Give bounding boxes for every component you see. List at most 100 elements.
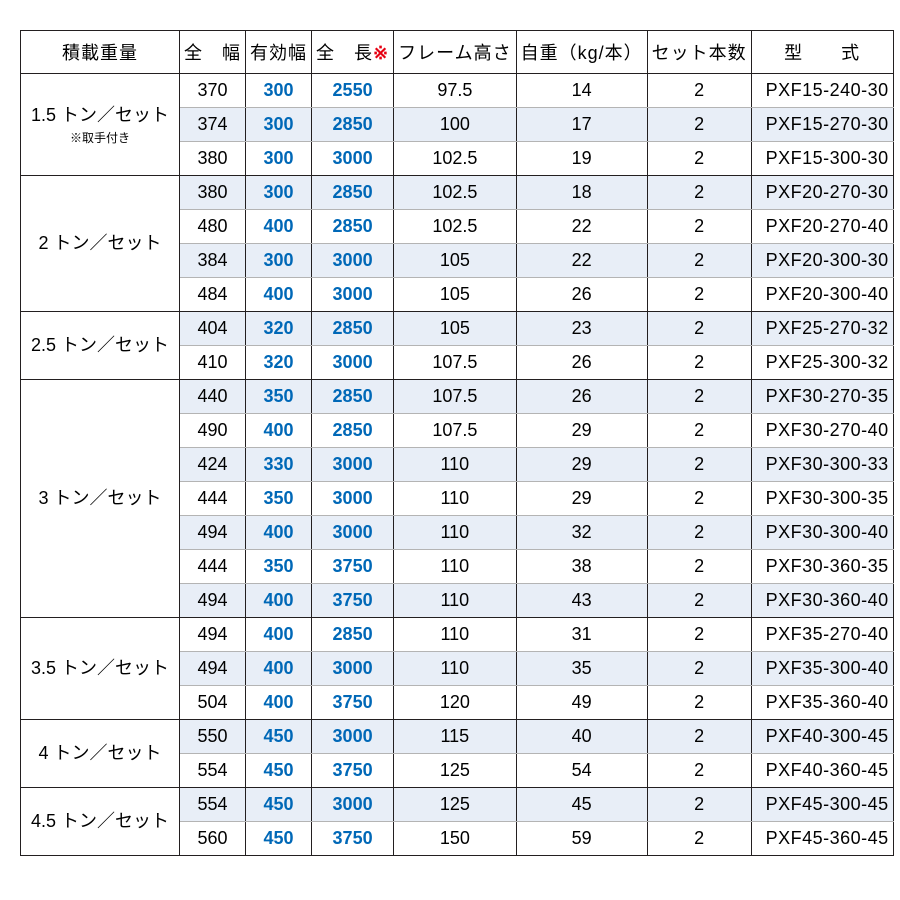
load-capacity-cell: 2 トン／セット xyxy=(21,176,180,312)
cell-full_w: 374 xyxy=(180,108,246,142)
cell-count: 2 xyxy=(647,414,751,448)
cell-eff_w: 320 xyxy=(246,312,312,346)
cell-full_w: 494 xyxy=(180,618,246,652)
cell-model: PXF15-270-30 xyxy=(751,108,893,142)
cell-weight: 35 xyxy=(516,652,647,686)
load-capacity-cell: 3 トン／セット xyxy=(21,380,180,618)
table-row: 3.5 トン／セット4944002850110312PXF35-270-40 xyxy=(21,618,894,652)
cell-full_w: 384 xyxy=(180,244,246,278)
cell-model: PXF25-270-32 xyxy=(751,312,893,346)
cell-eff_w: 400 xyxy=(246,618,312,652)
load-capacity-label: 4 トン／セット xyxy=(39,743,162,763)
cell-frame_h: 125 xyxy=(394,754,516,788)
cell-full_l: 3000 xyxy=(312,652,394,686)
cell-frame_h: 102.5 xyxy=(394,176,516,210)
cell-model: PXF30-360-35 xyxy=(751,550,893,584)
table-row: 2.5 トン／セット4043202850105232PXF25-270-32 xyxy=(21,312,894,346)
cell-count: 2 xyxy=(647,584,751,618)
cell-model: PXF20-300-40 xyxy=(751,278,893,312)
table-row: 4.5 トン／セット5544503000125452PXF45-300-45 xyxy=(21,788,894,822)
cell-frame_h: 105 xyxy=(394,278,516,312)
cell-model: PXF20-300-30 xyxy=(751,244,893,278)
cell-full_l: 2850 xyxy=(312,312,394,346)
cell-model: PXF30-300-35 xyxy=(751,482,893,516)
cell-weight: 29 xyxy=(516,482,647,516)
cell-weight: 17 xyxy=(516,108,647,142)
cell-eff_w: 400 xyxy=(246,584,312,618)
cell-full_l: 3000 xyxy=(312,516,394,550)
col-count: セット本数 xyxy=(647,31,751,74)
cell-count: 2 xyxy=(647,516,751,550)
load-capacity-cell: 1.5 トン／セット※取手付き xyxy=(21,74,180,176)
cell-full_w: 440 xyxy=(180,380,246,414)
cell-weight: 19 xyxy=(516,142,647,176)
cell-full_w: 494 xyxy=(180,516,246,550)
cell-model: PXF35-270-40 xyxy=(751,618,893,652)
cell-eff_w: 450 xyxy=(246,754,312,788)
cell-model: PXF20-270-40 xyxy=(751,210,893,244)
cell-full_w: 424 xyxy=(180,448,246,482)
cell-full_l: 3000 xyxy=(312,720,394,754)
col-model: 型 式 xyxy=(751,31,893,74)
cell-weight: 38 xyxy=(516,550,647,584)
cell-count: 2 xyxy=(647,380,751,414)
cell-full_w: 494 xyxy=(180,584,246,618)
cell-frame_h: 102.5 xyxy=(394,210,516,244)
cell-model: PXF30-270-35 xyxy=(751,380,893,414)
cell-model: PXF40-300-45 xyxy=(751,720,893,754)
cell-weight: 26 xyxy=(516,346,647,380)
cell-eff_w: 450 xyxy=(246,788,312,822)
cell-full_w: 380 xyxy=(180,142,246,176)
load-capacity-cell: 3.5 トン／セット xyxy=(21,618,180,720)
cell-full_l: 2850 xyxy=(312,414,394,448)
cell-weight: 26 xyxy=(516,278,647,312)
cell-count: 2 xyxy=(647,652,751,686)
cell-frame_h: 115 xyxy=(394,720,516,754)
cell-frame_h: 110 xyxy=(394,482,516,516)
cell-eff_w: 300 xyxy=(246,108,312,142)
cell-model: PXF20-270-30 xyxy=(751,176,893,210)
cell-model: PXF25-300-32 xyxy=(751,346,893,380)
cell-count: 2 xyxy=(647,754,751,788)
cell-weight: 26 xyxy=(516,380,647,414)
col-full_w: 全 幅 xyxy=(180,31,246,74)
cell-weight: 22 xyxy=(516,210,647,244)
cell-full_w: 504 xyxy=(180,686,246,720)
cell-weight: 31 xyxy=(516,618,647,652)
cell-count: 2 xyxy=(647,686,751,720)
cell-frame_h: 105 xyxy=(394,244,516,278)
cell-weight: 18 xyxy=(516,176,647,210)
cell-model: PXF15-300-30 xyxy=(751,142,893,176)
cell-weight: 45 xyxy=(516,788,647,822)
load-capacity-label: 4.5 トン／セット xyxy=(31,811,169,831)
cell-model: PXF30-300-40 xyxy=(751,516,893,550)
cell-full_l: 2850 xyxy=(312,380,394,414)
cell-full_l: 2550 xyxy=(312,74,394,108)
cell-count: 2 xyxy=(647,278,751,312)
cell-eff_w: 300 xyxy=(246,176,312,210)
cell-count: 2 xyxy=(647,142,751,176)
cell-frame_h: 100 xyxy=(394,108,516,142)
cell-count: 2 xyxy=(647,448,751,482)
cell-frame_h: 107.5 xyxy=(394,414,516,448)
cell-full_l: 3750 xyxy=(312,686,394,720)
cell-model: PXF30-360-40 xyxy=(751,584,893,618)
cell-eff_w: 350 xyxy=(246,550,312,584)
cell-full_l: 3750 xyxy=(312,754,394,788)
cell-frame_h: 105 xyxy=(394,312,516,346)
cell-full_l: 3000 xyxy=(312,788,394,822)
col-full_l: 全 長※ xyxy=(312,31,394,74)
cell-full_l: 2850 xyxy=(312,210,394,244)
load-capacity-cell: 4 トン／セット xyxy=(21,720,180,788)
cell-weight: 40 xyxy=(516,720,647,754)
cell-weight: 54 xyxy=(516,754,647,788)
cell-frame_h: 150 xyxy=(394,822,516,856)
cell-eff_w: 400 xyxy=(246,516,312,550)
cell-full_w: 404 xyxy=(180,312,246,346)
cell-frame_h: 110 xyxy=(394,516,516,550)
table-row: 1.5 トン／セット※取手付き370300255097.5142PXF15-24… xyxy=(21,74,894,108)
cell-weight: 14 xyxy=(516,74,647,108)
cell-weight: 59 xyxy=(516,822,647,856)
table-row: 4 トン／セット5504503000115402PXF40-300-45 xyxy=(21,720,894,754)
cell-eff_w: 450 xyxy=(246,720,312,754)
